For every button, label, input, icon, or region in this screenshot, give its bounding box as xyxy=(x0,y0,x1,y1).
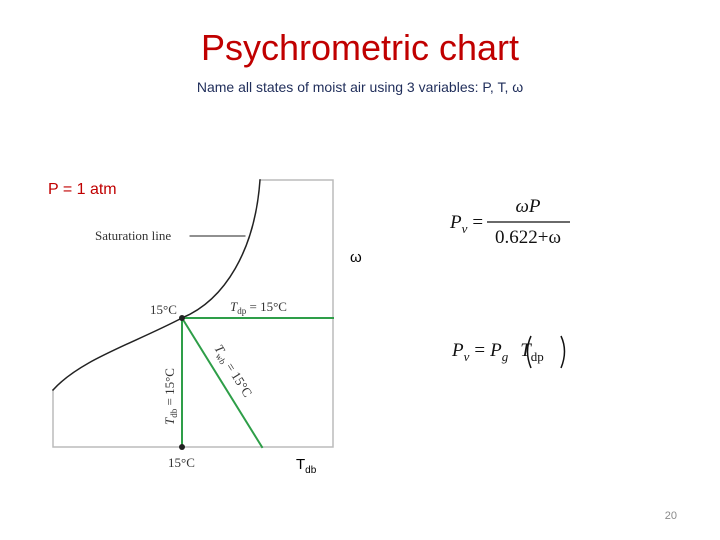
twb-label: Twb = 15°C xyxy=(210,342,256,401)
saturation-label: Saturation line xyxy=(95,228,171,243)
symbol: P xyxy=(489,340,502,361)
y-axis-label: ω xyxy=(350,249,362,266)
tdp-label: Tdp = 15°C xyxy=(230,299,287,316)
page-number: 20 xyxy=(665,510,677,522)
equation-1: Pv = ωP 0.622+ω xyxy=(449,196,570,248)
symbol: T xyxy=(520,340,532,361)
symbol: T xyxy=(296,456,305,473)
symbol: T xyxy=(162,417,177,425)
equation-text: Pv = Pg Tdp xyxy=(451,340,544,364)
subscript: v xyxy=(464,349,470,364)
lhs: Pv = xyxy=(449,212,483,236)
symbol: P xyxy=(451,340,464,361)
equation-2: Pv = Pg Tdp xyxy=(451,335,566,369)
frame xyxy=(52,179,334,448)
dew-point-temp: 15°C xyxy=(150,302,177,317)
axis-point xyxy=(179,444,185,450)
value: = 15°C xyxy=(162,368,177,409)
symbol: P xyxy=(449,212,462,233)
subtitle: Name all states of moist air using 3 var… xyxy=(197,79,523,95)
subscript: dp xyxy=(237,306,247,316)
subscript: db xyxy=(169,408,179,418)
value: = 15°C xyxy=(246,299,287,314)
pressure-label: P = 1 atm xyxy=(48,181,117,198)
subscript: db xyxy=(305,465,317,476)
subscript: dp xyxy=(531,349,544,364)
title: Psychrometric chart xyxy=(201,27,519,68)
numerator: ωP xyxy=(515,196,540,217)
saturation-curve xyxy=(51,179,261,392)
denominator: 0.622+ω xyxy=(495,227,561,248)
state-point xyxy=(179,315,185,321)
value: = 15°C xyxy=(221,357,255,399)
diagram xyxy=(51,179,334,450)
equals: = xyxy=(472,212,483,233)
subscript: g xyxy=(502,349,509,364)
wet-bulb-line xyxy=(180,316,264,449)
equals: = xyxy=(474,340,485,361)
tdb-label: Tdb = 15°C xyxy=(162,368,179,425)
dry-bulb-temp: 15°C xyxy=(168,455,195,470)
symbol: T xyxy=(230,299,238,314)
paren-left xyxy=(526,335,532,369)
paren-right xyxy=(560,335,566,369)
subscript: v xyxy=(462,221,468,236)
x-axis-label: Tdb xyxy=(296,456,317,476)
